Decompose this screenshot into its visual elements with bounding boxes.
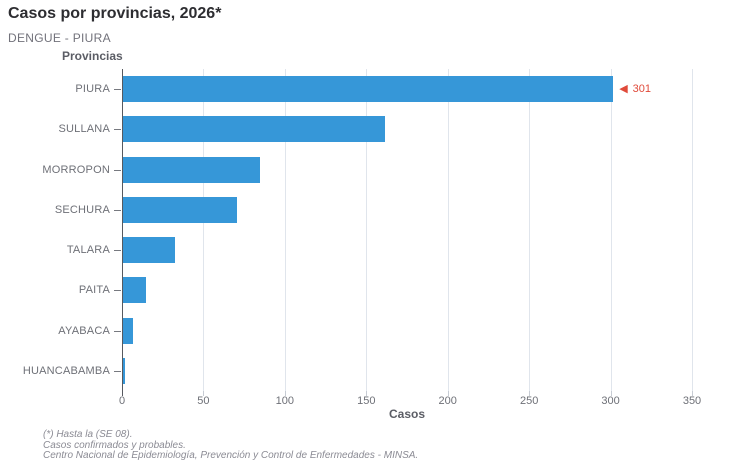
category-label-sullana: SULLANA <box>58 123 110 136</box>
max-annotation: ◀ 301 <box>619 69 651 109</box>
x-tick-mark <box>122 391 123 396</box>
x-tick-label: 300 <box>601 395 620 407</box>
y-axis-title: Provincias <box>62 49 123 63</box>
bar-talara <box>123 237 176 264</box>
category-label-paita: PAITA <box>78 284 110 297</box>
bar-row: ◀ 301 <box>123 69 705 109</box>
gridline <box>692 69 693 391</box>
category-label-morropon: MORROPON <box>42 163 110 176</box>
annotation-left-arrow-icon: ◀ <box>619 82 628 95</box>
bar-paita <box>123 277 146 304</box>
bar-piura <box>123 76 614 103</box>
category-label-piura: PIURA <box>75 83 110 96</box>
plot-area: ◀ 301 <box>122 69 705 391</box>
x-tick-label: 50 <box>197 395 210 407</box>
gridline <box>366 69 368 391</box>
chart-subtitle: DENGUE - PIURA <box>8 31 111 45</box>
x-tick-label: 250 <box>519 395 539 407</box>
y-tick-mark <box>114 209 121 211</box>
bar-row <box>123 109 705 149</box>
x-tick-label: 100 <box>275 395 295 407</box>
footnote-line: Casos confirmados y probables. <box>43 439 186 451</box>
footnote-line: Centro Nacional de Epidemiología, Preven… <box>43 450 419 461</box>
y-tick-mark <box>114 250 121 252</box>
category-label-talara: TALARA <box>66 244 110 257</box>
x-tick-mark <box>203 391 205 396</box>
x-tick-label: 0 <box>118 395 126 407</box>
y-tick-mark <box>114 370 121 372</box>
bar-row <box>123 351 705 391</box>
gridline <box>529 69 531 391</box>
x-tick-mark <box>447 391 449 396</box>
x-axis-ticks: 0 50 100 150 200 250 300 350 <box>118 391 705 411</box>
bar-sullana <box>123 116 386 143</box>
chart-title: Casos por provincias, 2026* <box>8 5 222 22</box>
y-tick-mark <box>114 89 121 91</box>
gridline <box>203 69 205 391</box>
gridline <box>447 69 449 391</box>
bar-morropon <box>123 156 260 183</box>
category-label-ayabaca: AYABACA <box>58 324 110 337</box>
category-label-sechura: SECHURA <box>54 203 110 216</box>
x-tick-mark <box>284 391 286 396</box>
annotation-value: 301 <box>632 83 652 96</box>
y-axis-line <box>122 69 123 391</box>
gridline <box>610 69 612 391</box>
bar-huancabamba <box>123 357 125 384</box>
bar-row <box>123 190 705 230</box>
category-label-huancabamba: HUANCABAMBA <box>22 364 110 377</box>
bar-row <box>123 311 705 351</box>
x-tick-label: 150 <box>357 395 376 407</box>
x-tick-mark <box>610 391 612 396</box>
y-axis-labels: PIURA SULLANA MORROPON SECHURA TALARA PAITA AY… <box>0 69 121 391</box>
x-tick-mark <box>529 391 531 396</box>
bar-sechura <box>123 196 237 223</box>
x-axis-title: Casos <box>388 407 426 421</box>
bar-ayabaca <box>123 317 133 344</box>
y-tick-mark <box>114 169 121 171</box>
footnote-line: (*) Hasta la (SE 08). <box>43 429 133 440</box>
bar-row <box>123 270 705 310</box>
x-tick-label: 350 <box>682 395 702 407</box>
y-tick-mark <box>114 129 121 131</box>
bar-row <box>123 150 705 190</box>
x-tick-mark <box>692 391 693 396</box>
x-tick-label: 200 <box>438 395 457 407</box>
gridline <box>284 69 286 391</box>
y-tick-mark <box>114 330 121 332</box>
footnotes: (*) Hasta la (SE 08). Casos confirmados … <box>43 429 419 462</box>
y-tick-mark <box>114 290 121 292</box>
x-tick-mark <box>366 391 368 396</box>
bar-row <box>123 230 705 270</box>
